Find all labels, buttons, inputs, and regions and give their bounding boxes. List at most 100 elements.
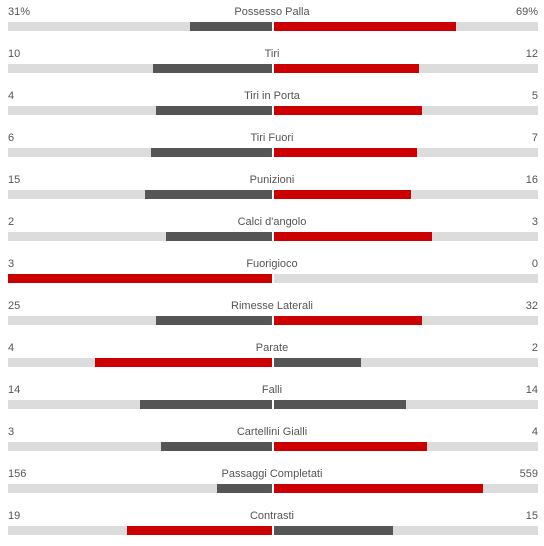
away-bar-fill bbox=[274, 484, 483, 493]
home-bar-track bbox=[8, 484, 272, 493]
home-value: 4 bbox=[8, 90, 15, 102]
stat-name: Parate bbox=[255, 342, 289, 354]
away-value: 14 bbox=[525, 384, 538, 396]
stat-name: Falli bbox=[261, 384, 283, 396]
stat-name: Tiri in Porta bbox=[244, 90, 300, 102]
away-value: 69% bbox=[515, 6, 538, 18]
home-bar-track bbox=[8, 64, 272, 73]
away-value: 32 bbox=[525, 300, 538, 312]
stat-row: Fuorigioco 3 0 bbox=[0, 254, 544, 294]
stat-labels: Cartellini Gialli 3 4 bbox=[0, 424, 544, 440]
stat-labels: Punizioni 15 16 bbox=[0, 172, 544, 188]
home-bar-track bbox=[8, 316, 272, 325]
away-bar-fill bbox=[274, 400, 406, 409]
home-bar-track bbox=[8, 232, 272, 241]
home-value: 25 bbox=[8, 300, 21, 312]
home-value: 3 bbox=[8, 258, 15, 270]
home-bar-track bbox=[8, 148, 272, 157]
stat-row: Tiri Fuori 6 7 bbox=[0, 128, 544, 168]
home-bar-track bbox=[8, 442, 272, 451]
stat-row: Falli 14 14 bbox=[0, 380, 544, 420]
away-bar-track bbox=[274, 190, 538, 199]
stat-name: Fuorigioco bbox=[246, 258, 298, 270]
home-bar-fill bbox=[95, 358, 272, 367]
home-value: 156 bbox=[8, 468, 27, 480]
away-value: 559 bbox=[519, 468, 538, 480]
home-bar-fill bbox=[150, 148, 272, 157]
home-value: 6 bbox=[8, 132, 15, 144]
away-bar-fill bbox=[274, 358, 362, 367]
home-value: 10 bbox=[8, 48, 21, 60]
stat-row: Contrasti 19 15 bbox=[0, 506, 544, 546]
stat-labels: Tiri 10 12 bbox=[0, 46, 544, 62]
home-bar-track bbox=[8, 190, 272, 199]
home-bar-track bbox=[8, 400, 272, 409]
away-bar-track bbox=[274, 274, 538, 283]
away-value: 16 bbox=[525, 174, 538, 186]
stat-row: Possesso Palla 31% 69% bbox=[0, 2, 544, 42]
stat-row: Parate 4 2 bbox=[0, 338, 544, 378]
stat-name: Cartellini Gialli bbox=[236, 426, 308, 438]
away-bar-fill bbox=[274, 442, 428, 451]
stat-labels: Parate 4 2 bbox=[0, 340, 544, 356]
stat-name: Punizioni bbox=[249, 174, 295, 186]
home-bar-fill bbox=[153, 64, 272, 73]
away-bar-track bbox=[274, 484, 538, 493]
away-value: 5 bbox=[531, 90, 538, 102]
away-value: 0 bbox=[531, 258, 538, 270]
home-bar-fill bbox=[155, 106, 272, 115]
away-bar-fill bbox=[274, 22, 457, 31]
stat-labels: Rimesse Laterali 25 32 bbox=[0, 298, 544, 314]
stat-row: Passaggi Completati 156 559 bbox=[0, 464, 544, 504]
home-bar-fill bbox=[126, 526, 272, 535]
stat-name: Tiri Fuori bbox=[250, 132, 294, 144]
home-value: 2 bbox=[8, 216, 15, 228]
away-bar-fill bbox=[274, 148, 417, 157]
home-bar-fill bbox=[8, 274, 272, 283]
away-bar-track bbox=[274, 232, 538, 241]
stat-labels: Tiri Fuori 6 7 bbox=[0, 130, 544, 146]
stat-name: Tiri bbox=[264, 48, 280, 60]
away-bar-track bbox=[274, 64, 538, 73]
away-bar-track bbox=[274, 106, 538, 115]
stat-row: Cartellini Gialli 3 4 bbox=[0, 422, 544, 462]
away-value: 4 bbox=[531, 426, 538, 438]
stat-labels: Possesso Palla 31% 69% bbox=[0, 4, 544, 20]
home-bar-track bbox=[8, 358, 272, 367]
away-bar-track bbox=[274, 358, 538, 367]
stat-name: Contrasti bbox=[249, 510, 295, 522]
stat-labels: Falli 14 14 bbox=[0, 382, 544, 398]
home-value: 4 bbox=[8, 342, 15, 354]
stat-labels: Contrasti 19 15 bbox=[0, 508, 544, 524]
home-bar-track bbox=[8, 22, 272, 31]
away-bar-fill bbox=[274, 64, 420, 73]
home-bar-track bbox=[8, 106, 272, 115]
away-bar-fill bbox=[274, 316, 422, 325]
away-bar-track bbox=[274, 316, 538, 325]
home-value: 3 bbox=[8, 426, 15, 438]
away-value: 3 bbox=[531, 216, 538, 228]
home-value: 14 bbox=[8, 384, 21, 396]
stat-name: Possesso Palla bbox=[234, 6, 310, 18]
stat-row: Tiri 10 12 bbox=[0, 44, 544, 84]
away-bar-track bbox=[274, 526, 538, 535]
stat-row: Punizioni 15 16 bbox=[0, 170, 544, 210]
home-bar-fill bbox=[166, 232, 272, 241]
stat-labels: Calci d'angolo 2 3 bbox=[0, 214, 544, 230]
away-bar-fill bbox=[274, 190, 412, 199]
home-bar-track bbox=[8, 526, 272, 535]
stat-labels: Fuorigioco 3 0 bbox=[0, 256, 544, 272]
away-bar-track bbox=[274, 400, 538, 409]
away-value: 7 bbox=[531, 132, 538, 144]
home-value: 15 bbox=[8, 174, 21, 186]
home-bar-fill bbox=[161, 442, 272, 451]
away-value: 12 bbox=[525, 48, 538, 60]
stat-row: Rimesse Laterali 25 32 bbox=[0, 296, 544, 336]
stat-labels: Tiri in Porta 4 5 bbox=[0, 88, 544, 104]
stat-labels: Passaggi Completati 156 559 bbox=[0, 466, 544, 482]
stat-name: Calci d'angolo bbox=[237, 216, 307, 228]
away-value: 2 bbox=[531, 342, 538, 354]
home-bar-fill bbox=[216, 484, 272, 493]
stat-name: Passaggi Completati bbox=[221, 468, 323, 480]
